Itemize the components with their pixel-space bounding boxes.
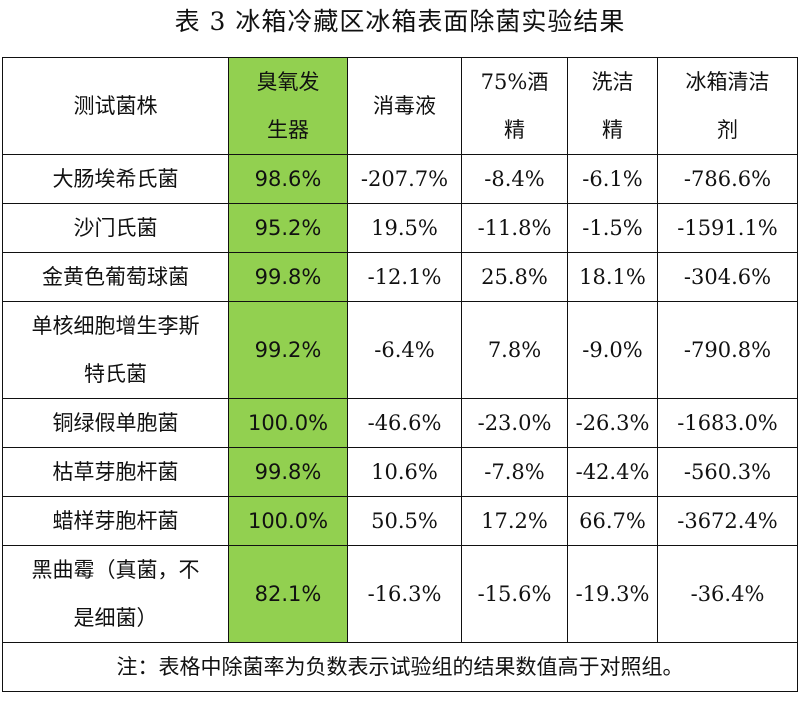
disinfectant-cell: -6.4% <box>347 301 462 399</box>
disinfectant-cell: -12.1% <box>347 252 462 302</box>
alcohol-cell: -11.8% <box>461 203 568 253</box>
ozone-cell: 98.6% <box>228 154 348 204</box>
fridge-cleaner-cell: -1591.1% <box>657 203 798 253</box>
header-disinfectant: 消毒液 <box>347 57 462 155</box>
detergent-cell: 66.7% <box>567 496 658 546</box>
fridge-cleaner-cell: -304.6% <box>657 252 798 302</box>
strain-cell: 枯草芽胞杆菌 <box>2 447 229 497</box>
alcohol-cell: -8.4% <box>461 154 568 204</box>
table-row: 黑曲霉（真菌，不 是细菌） 82.1% -16.3% -15.6% -19.3% … <box>2 545 798 643</box>
strain-cell: 蜡样芽胞杆菌 <box>2 496 229 546</box>
disinfectant-cell: 50.5% <box>347 496 462 546</box>
disinfectant-cell: -16.3% <box>347 545 462 643</box>
ozone-cell: 99.8% <box>228 447 348 497</box>
strain-cell: 沙门氏菌 <box>2 203 229 253</box>
header-detergent: 洗洁精 <box>567 57 658 155</box>
detergent-cell: -6.1% <box>567 154 658 204</box>
disinfectant-cell: -207.7% <box>347 154 462 204</box>
fridge-cleaner-cell: -790.8% <box>657 301 798 399</box>
alcohol-cell: 25.8% <box>461 252 568 302</box>
detergent-cell: 18.1% <box>567 252 658 302</box>
table-row: 蜡样芽胞杆菌 100.0% 50.5% 17.2% 66.7% -3672.4% <box>2 496 798 546</box>
ozone-cell: 100.0% <box>228 496 348 546</box>
header-fridge-cleaner: 冰箱清洁剂 <box>657 57 798 155</box>
header-row: 测试菌株 臭氧发 生器 消毒液 75%酒精 洗洁精 冰箱清洁剂 <box>2 57 798 155</box>
results-table: 测试菌株 臭氧发 生器 消毒液 75%酒精 洗洁精 冰箱清洁剂 大肠埃希氏菌 98… <box>2 57 798 692</box>
table-note: 注：表格中除菌率为负数表示试验组的结果数值高于对照组。 <box>2 642 798 692</box>
alcohol-cell: -23.0% <box>461 398 568 448</box>
table-row: 枯草芽胞杆菌 99.8% 10.6% -7.8% -42.4% -560.3% <box>2 447 798 497</box>
detergent-cell: -19.3% <box>567 545 658 643</box>
ozone-cell: 99.8% <box>228 252 348 302</box>
strain-cell: 铜绿假单胞菌 <box>2 398 229 448</box>
fridge-cleaner-cell: -36.4% <box>657 545 798 643</box>
strain-cell: 单核细胞增生李斯 特氏菌 <box>2 301 229 399</box>
alcohol-cell: 17.2% <box>461 496 568 546</box>
fridge-cleaner-cell: -3672.4% <box>657 496 798 546</box>
fridge-cleaner-cell: -786.6% <box>657 154 798 204</box>
header-alcohol: 75%酒精 <box>461 57 568 155</box>
ozone-cell: 99.2% <box>228 301 348 399</box>
table-row: 大肠埃希氏菌 98.6% -207.7% -8.4% -6.1% -786.6% <box>2 154 798 204</box>
strain-cell: 黑曲霉（真菌，不 是细菌） <box>2 545 229 643</box>
note-row: 注：表格中除菌率为负数表示试验组的结果数值高于对照组。 <box>2 642 798 692</box>
alcohol-cell: -7.8% <box>461 447 568 497</box>
header-ozone-generator: 臭氧发 生器 <box>228 57 348 155</box>
header-strain: 测试菌株 <box>2 57 229 155</box>
strain-cell: 金黄色葡萄球菌 <box>2 252 229 302</box>
table-row: 单核细胞增生李斯 特氏菌 99.2% -6.4% 7.8% -9.0% -790.… <box>2 301 798 399</box>
alcohol-cell: -15.6% <box>461 545 568 643</box>
table-row: 沙门氏菌 95.2% 19.5% -11.8% -1.5% -1591.1% <box>2 203 798 253</box>
disinfectant-cell: -46.6% <box>347 398 462 448</box>
table-row: 铜绿假单胞菌 100.0% -46.6% -23.0% -26.3% -1683… <box>2 398 798 448</box>
ozone-cell: 95.2% <box>228 203 348 253</box>
detergent-cell: -26.3% <box>567 398 658 448</box>
strain-cell: 大肠埃希氏菌 <box>2 154 229 204</box>
detergent-cell: -1.5% <box>567 203 658 253</box>
fridge-cleaner-cell: -560.3% <box>657 447 798 497</box>
ozone-cell: 82.1% <box>228 545 348 643</box>
table-title: 表 3 冰箱冷藏区冰箱表面除菌实验结果 <box>174 7 626 36</box>
fridge-cleaner-cell: -1683.0% <box>657 398 798 448</box>
alcohol-cell: 7.8% <box>461 301 568 399</box>
detergent-cell: -42.4% <box>567 447 658 497</box>
disinfectant-cell: 10.6% <box>347 447 462 497</box>
table-row: 金黄色葡萄球菌 99.8% -12.1% 25.8% 18.1% -304.6% <box>2 252 798 302</box>
ozone-cell: 100.0% <box>228 398 348 448</box>
disinfectant-cell: 19.5% <box>347 203 462 253</box>
detergent-cell: -9.0% <box>567 301 658 399</box>
